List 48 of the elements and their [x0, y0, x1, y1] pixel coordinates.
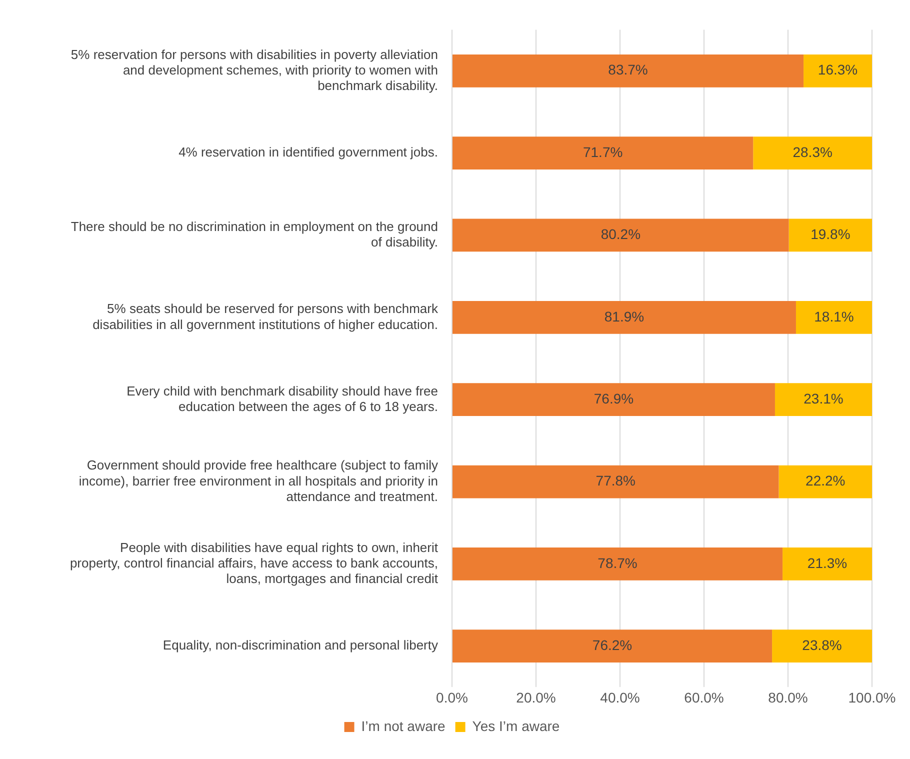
y-tick-label: Equality, non-discrimination and personal liberty [162, 638, 438, 653]
bar [796, 300, 872, 334]
data-label: 18.1% [814, 308, 854, 324]
y-tick-label: There should be no discrimination in employment on the ground of disability. [70, 219, 438, 250]
bar [452, 630, 772, 663]
legend-label: Yes I’m aware [472, 718, 560, 734]
x-tick-label: 20.0% [516, 689, 556, 706]
bar [788, 218, 872, 252]
bar [452, 548, 783, 580]
y-tick-label: 4% reservation in identified government jobs. [178, 144, 438, 160]
data-label: 19.8% [810, 226, 850, 242]
data-label: 28.3% [792, 144, 832, 160]
data-label: 76.9% [594, 390, 634, 406]
y-tick-label: Government should provide free healthcare (subject to family income), barrier free environment in all hospitals and priority in attendance and treatment. [78, 458, 438, 504]
data-label: 21.3% [807, 554, 848, 571]
bar [452, 300, 796, 334]
x-tick-label: 60.0% [684, 689, 724, 706]
x-tick-label: 80.0% [768, 689, 808, 706]
data-label: 78.7% [598, 554, 638, 571]
bar [804, 54, 872, 88]
legend-label: I’m not aware [361, 718, 446, 734]
bar [772, 630, 872, 663]
data-label: 23.8% [802, 636, 842, 653]
data-label: 76.2% [592, 636, 632, 653]
x-tick-label: 0.0% [436, 689, 468, 706]
y-tick-label: 5% seats should be reserved for persons with benchmark disabilities in all government institutions of higher education. [92, 301, 438, 332]
data-label: 71.7% [582, 144, 623, 160]
data-label: 16.3% [818, 62, 858, 78]
data-label: 80.2% [600, 226, 641, 242]
data-label: 23.1% [804, 390, 844, 406]
x-tick-label: 100.0% [848, 689, 896, 706]
bar [452, 136, 754, 170]
bar [782, 548, 872, 580]
bar [778, 465, 872, 498]
bar [452, 383, 775, 416]
bar [452, 465, 779, 498]
bar [452, 218, 789, 252]
data-label: 77.8% [596, 472, 636, 489]
data-label: 83.7% [608, 62, 648, 78]
x-tick-label: 40.0% [600, 689, 640, 706]
data-label: 81.9% [604, 308, 644, 324]
bar [774, 383, 872, 416]
y-tick-label: Every child with benchmark disability should have free education between the ages of 6 to 18 years. [126, 383, 438, 414]
bar [452, 54, 804, 88]
y-tick-label: People with disabilities have equal rights to own, inherit property, control financial affairs, have access to bank accounts, loans, mortgages and financial credit [70, 540, 438, 586]
bar [753, 136, 872, 170]
data-label: 22.2% [806, 472, 846, 489]
y-tick-label: 5% reservation for persons with disabilities in poverty alleviation and development schemes, with priority to women with benchmark disability. [70, 46, 438, 94]
